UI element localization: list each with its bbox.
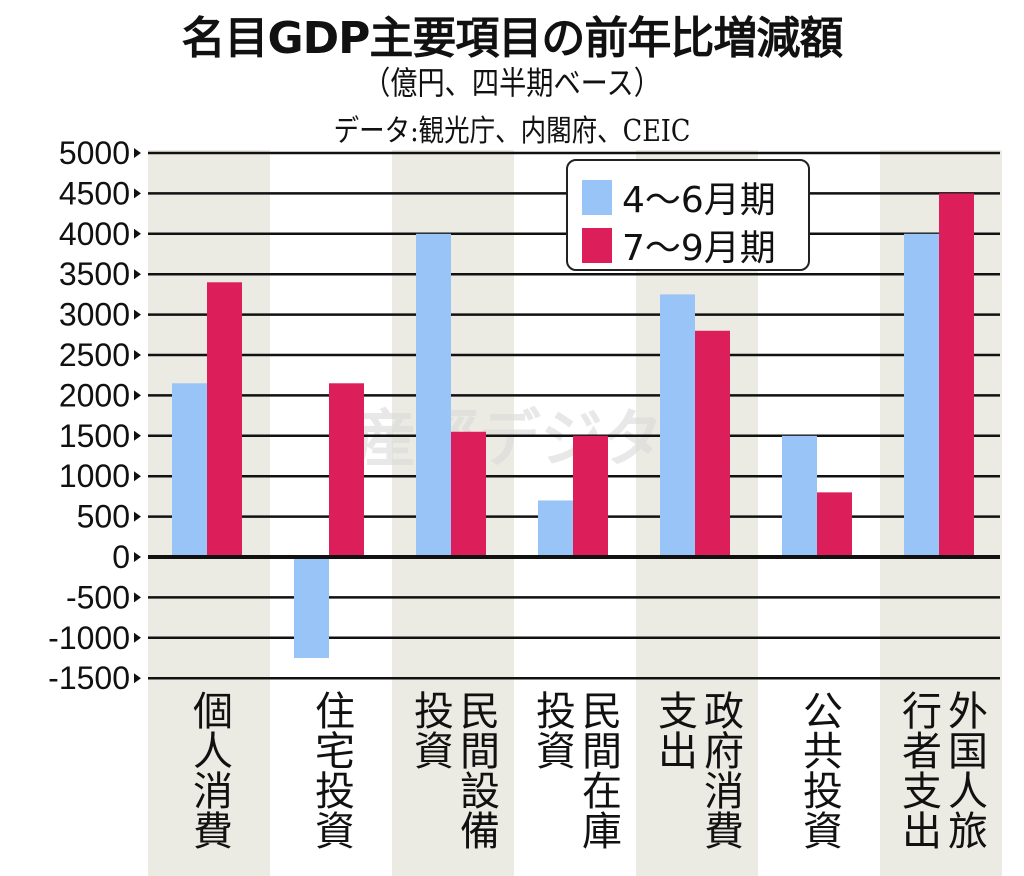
tick-marker [134, 632, 141, 643]
bar-q2 [294, 557, 329, 658]
bar-q3 [329, 383, 364, 557]
tick-marker [134, 471, 141, 482]
category-line: 住宅投資 [308, 690, 354, 850]
bar-q2 [660, 294, 695, 557]
category-line: 投資 [407, 690, 453, 770]
tick-marker [134, 188, 141, 199]
chart-source: データ:観光庁、内閣府、CEIC [333, 114, 691, 149]
y-tick-label: 0 [112, 539, 130, 575]
x-category-label: 政府消費 支出 [651, 690, 743, 870]
tick-marker [134, 390, 141, 401]
category-line: 政府消費 [697, 690, 743, 850]
bar-q2 [538, 500, 573, 557]
category-line: 行者支出 [895, 690, 941, 850]
y-tick-label: 4000 [59, 216, 130, 252]
category-line: 支出 [651, 690, 697, 770]
x-category-label: 住宅投資 [308, 690, 354, 870]
category-line: 投資 [529, 690, 575, 770]
category-line: 公共投資 [796, 690, 842, 850]
legend-label-q2: 4〜6月期 [622, 180, 776, 221]
y-tick-label: 5000 [59, 135, 130, 171]
legend-item-q2: 4〜6月期 [582, 171, 776, 223]
legend-swatch-q2 [582, 179, 612, 215]
category-line: 民間設備 [453, 690, 499, 850]
tick-marker [134, 430, 141, 441]
bar-q3 [939, 193, 974, 557]
y-tick-label: 3500 [59, 256, 130, 292]
tick-marker [134, 269, 141, 280]
bar-q2 [782, 435, 817, 557]
bar-q2 [416, 233, 451, 558]
y-tick-label: 2000 [59, 377, 130, 413]
legend: 4〜6月期 7〜9月期 [566, 159, 810, 271]
category-line: 民間在庫 [575, 690, 621, 850]
tick-marker [134, 592, 141, 603]
x-category-label: 民間在庫 投資 [529, 690, 621, 870]
tick-marker [134, 673, 141, 684]
legend-swatch-q3 [582, 227, 612, 263]
tick-marker [134, 309, 141, 320]
y-tick-label: 500 [77, 499, 130, 535]
y-tick-label: 4500 [59, 175, 130, 211]
y-tick-label: -1000 [48, 620, 130, 656]
tick-marker [134, 148, 141, 158]
bar-q3 [817, 492, 852, 557]
bar-q3 [207, 282, 242, 557]
x-category-label: 公共投資 [796, 690, 842, 870]
bar-q3 [695, 330, 730, 557]
x-category-label: 個人消費 [186, 690, 232, 870]
tick-marker [134, 228, 141, 239]
tick-marker [134, 511, 141, 522]
y-tick-label: -1500 [48, 660, 130, 696]
bar-q3 [451, 431, 486, 557]
bar-q2 [904, 233, 939, 558]
y-tick-label: -500 [66, 579, 130, 615]
tick-marker [134, 350, 141, 360]
tick-marker [134, 552, 141, 562]
category-line: 個人消費 [186, 690, 232, 850]
category-line: 外国人旅 [941, 690, 987, 850]
chart-subtitle: （億円、四半期ベース） [363, 64, 661, 102]
y-tick-label: 2500 [59, 337, 130, 373]
bar-q3 [573, 435, 608, 557]
x-category-label: 民間設備 投資 [407, 690, 499, 870]
y-tick-label: 1500 [59, 418, 130, 454]
bar-q2 [172, 383, 207, 557]
y-tick-label: 1000 [59, 458, 130, 494]
x-category-label: 外国人旅 行者支出 [895, 690, 987, 870]
legend-item-q3: 7〜9月期 [582, 219, 776, 271]
chart-title: 名目GDP主要項目の前年比増減額 [181, 13, 844, 64]
y-tick-label: 3000 [59, 297, 130, 333]
legend-label-q3: 7〜9月期 [622, 228, 776, 269]
